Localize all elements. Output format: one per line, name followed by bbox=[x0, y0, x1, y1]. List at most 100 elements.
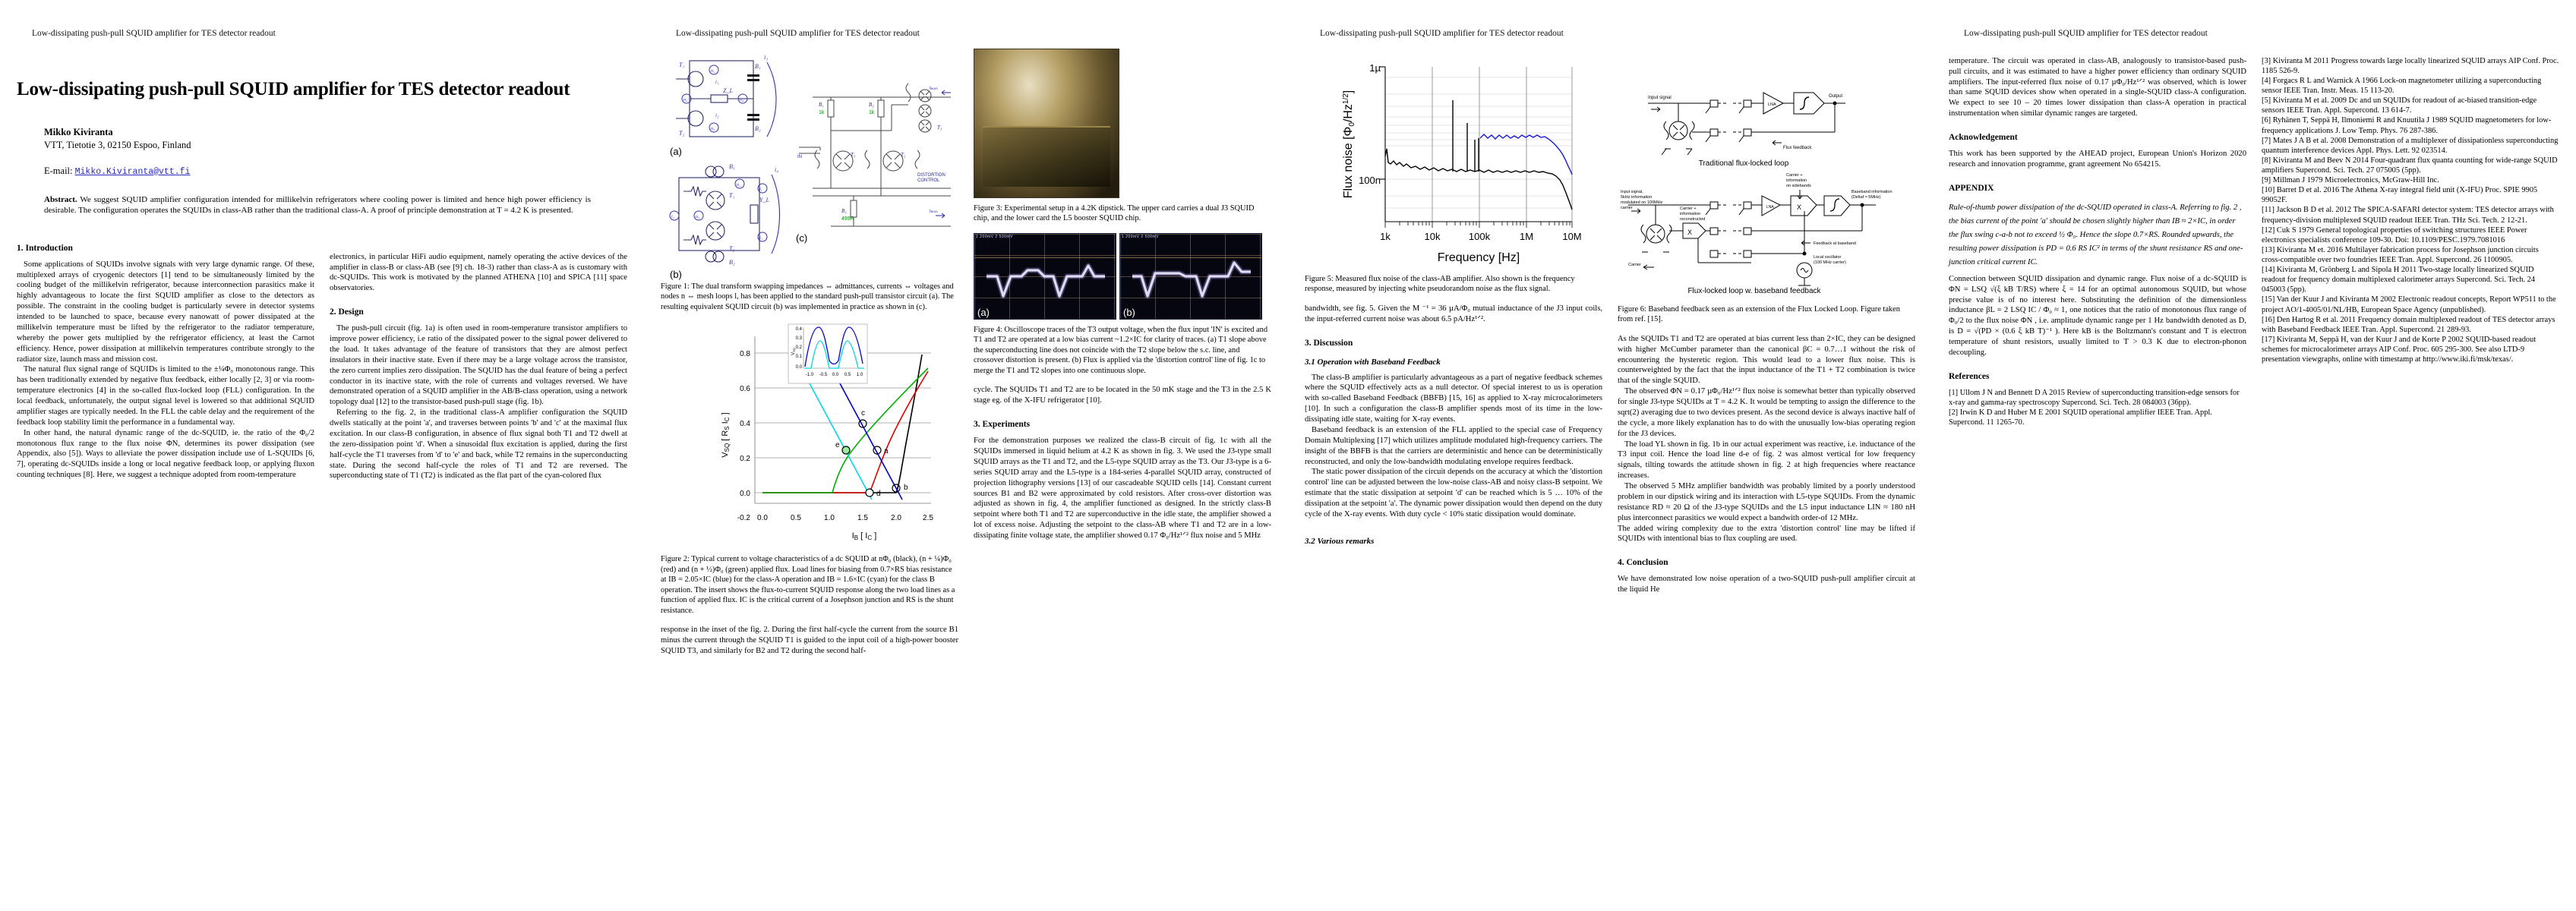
scope-midline bbox=[974, 257, 1116, 259]
svg-text:e: e bbox=[835, 441, 840, 449]
reference-item: [7] Mates J A B et al. 2008 Demonstratio… bbox=[2262, 136, 2559, 155]
svg-text:-0.5: -0.5 bbox=[819, 373, 828, 377]
svg-text:0.4: 0.4 bbox=[796, 327, 803, 332]
section-heading-references: References bbox=[1949, 371, 1990, 381]
svg-text:0.8: 0.8 bbox=[740, 350, 750, 358]
figure-5-caption: Figure 5: Measured flux noise of the cla… bbox=[1305, 274, 1575, 294]
paragraph: The observed 5 MHz amplifier bandwidth w… bbox=[1618, 482, 1915, 522]
figure-5-xtick-1M: 1M bbox=[1520, 231, 1533, 242]
running-head: Low-dissipating push-pull SQUID amplifie… bbox=[1964, 29, 2208, 38]
svg-text:-1.0: -1.0 bbox=[806, 373, 814, 377]
reference-item: [1] Ullom J N and Bennett D A 2015 Revie… bbox=[1949, 388, 2240, 407]
point-a bbox=[873, 446, 882, 455]
paragraph: bandwidth, see fig. 5. Given the M ⁻¹ = … bbox=[1305, 304, 1602, 323]
svg-text:(Deltaf ≈ 5MHz): (Deltaf ≈ 5MHz) bbox=[1852, 195, 1881, 200]
point-e bbox=[841, 446, 851, 455]
fig6-mixer-label: X bbox=[1797, 203, 1801, 211]
fig6-top-title: Traditional flux-locked loop bbox=[1699, 159, 1789, 168]
fig1c-b2-label: B₂ bbox=[869, 102, 874, 108]
svg-text:CONTROL: CONTROL bbox=[917, 178, 940, 183]
paragraph: The push-pull circuit (fig. 1a) is often… bbox=[330, 324, 627, 407]
iv-curve-black bbox=[762, 355, 923, 494]
svg-text:T₂: T₂ bbox=[729, 245, 734, 252]
fig6-input-modulated-label: Input signal, bbox=[1621, 190, 1643, 194]
svg-text:-0.2: -0.2 bbox=[737, 514, 751, 522]
author-block: Mikko Kiviranta VTT, Tietotie 3, 02150 E… bbox=[44, 126, 627, 178]
fig6-output-label: Output bbox=[1829, 94, 1842, 99]
figure-1a-schematic: T₁ T₂ B₁ B₂ Z_L i₃ n₁ n₃ n₂ n₄ bbox=[676, 54, 777, 137]
scope-waveform-a bbox=[987, 263, 1105, 299]
figure-1c-schematic: B₁ B₂ B₃ T₁ T₂ T₃ 1k 1k 499R bbox=[797, 83, 951, 227]
figure-5-ytick-1u: 1µ bbox=[1369, 62, 1381, 74]
section-heading-discussion: 3. Discussion bbox=[1305, 338, 1353, 348]
svg-text:B₁: B₁ bbox=[729, 163, 735, 170]
figure-5-xtick-100k: 100k bbox=[1469, 231, 1491, 242]
section-heading-acknowledgement: Acknowledgement bbox=[1949, 133, 2018, 143]
reference-item: [6] Ryhänen T, Seppä H, Ilmoniemi R and … bbox=[2262, 116, 2552, 135]
page4-col-left: temperature. The circuit was operated in… bbox=[1949, 56, 2246, 427]
fig6-mixer-label-2: X bbox=[1687, 229, 1692, 236]
figure-5-xlabel: Frequency [Hz] bbox=[1438, 251, 1520, 264]
paragraph: As the SQUIDs T1 and T2 are operated at … bbox=[1618, 334, 1915, 386]
scope-trace-a: 1 200mV 2 500mV (a) bbox=[974, 232, 1116, 320]
svg-text:i₃: i₃ bbox=[759, 236, 762, 241]
paragraph: response in the inset of the fig. 2. Dur… bbox=[661, 626, 958, 656]
svg-text:0.0: 0.0 bbox=[832, 373, 839, 377]
scope-header-b: 1 200mV 2 500mV bbox=[1122, 234, 1159, 239]
page-title: Low-dissipating push-pull SQUID amplifie… bbox=[17, 78, 570, 99]
svg-text:i₃: i₃ bbox=[764, 54, 768, 61]
svg-text:IBIAS: IBIAS bbox=[930, 87, 938, 91]
svg-text:T₂: T₂ bbox=[901, 152, 906, 158]
figure-3-caption: Figure 3: Experimental setup in a 4.2K d… bbox=[974, 203, 1255, 223]
reference-item: [13] Kiviranta M et. 2016 Multilayer fab… bbox=[2262, 245, 2539, 264]
paragraph: cycle. The SQUIDs T1 and T2 are to be lo… bbox=[974, 386, 1271, 405]
inset-curve-cyan bbox=[805, 340, 864, 369]
fig1c-r1-value: 1k bbox=[819, 110, 825, 115]
svg-text:information: information bbox=[1786, 178, 1807, 183]
reference-item: [5] Kiviranta M et al. 2009 Dc and un SQ… bbox=[2262, 96, 2537, 115]
scope-midline bbox=[1120, 257, 1261, 259]
noise-trace-black bbox=[1384, 148, 1573, 210]
svg-text:0.6: 0.6 bbox=[740, 385, 750, 393]
reference-item: [2] Irwin K D and Huber M E 2001 SQUID o… bbox=[1949, 408, 2212, 427]
svg-text:0.5: 0.5 bbox=[791, 514, 801, 522]
figure-1a-label: (a) bbox=[670, 145, 682, 157]
paragraph: The added wiring complexity due to the e… bbox=[1618, 524, 1915, 544]
figure-2-svg: 0.8 0.6 0.4 0.2 0.0 -0.2 0.0 0.5 bbox=[721, 324, 933, 541]
page1-col-right: electronics, in particular HiFi audio eq… bbox=[330, 230, 627, 482]
author-name: Mikko Kiviranta bbox=[44, 126, 113, 137]
reference-item: [11] Jackson B D et al. 2012 The SPICA-S… bbox=[2262, 206, 2554, 225]
fig6-carrier-recon-label: Carrier + bbox=[1680, 206, 1697, 211]
svg-text:modulated on 100MHz: modulated on 100MHz bbox=[1621, 200, 1663, 205]
page-3: Low-dissipating push-pull SQUID amplifie… bbox=[1288, 0, 1932, 911]
section-heading-appendix: APPENDIX bbox=[1949, 183, 1994, 193]
paragraph: The load YL shown in fig. 1b in our actu… bbox=[1618, 440, 1915, 481]
svg-text:B₂: B₂ bbox=[729, 259, 735, 266]
svg-text:reconstructed: reconstructed bbox=[1680, 217, 1705, 222]
subsection-heading-baseband: 3.1 Operation with Baseband Feedback bbox=[1305, 357, 1441, 367]
point-d bbox=[865, 488, 874, 497]
figure-2-xlabel: IB [ IC ] bbox=[852, 531, 877, 541]
figure-1c-label: (c) bbox=[796, 232, 808, 244]
reference-list-left: [1] Ullom J N and Bennett D A 2015 Revie… bbox=[1949, 388, 2246, 427]
scope-waveform-b bbox=[1132, 260, 1251, 299]
svg-text:i₁: i₁ bbox=[715, 79, 718, 85]
email-link[interactable]: Mikko.Kiviranta@vtt.fi bbox=[74, 166, 191, 177]
svg-text:i₁: i₁ bbox=[759, 188, 762, 192]
reference-item: [15] Van der Kuur J and Kiviranta M 2002… bbox=[2262, 295, 2556, 314]
section-heading-conclusion: 4. Conclusion bbox=[1618, 558, 1668, 568]
inset-curve-blue bbox=[804, 326, 863, 367]
figure-2-chart: 0.8 0.6 0.4 0.2 0.0 -0.2 0.0 0.5 bbox=[661, 321, 958, 549]
paragraph: The static power dissipation of the circ… bbox=[1305, 468, 1602, 519]
svg-text:IBIAS: IBIAS bbox=[930, 210, 938, 214]
paragraph: The natural flux signal range of SQUIDs … bbox=[17, 365, 314, 427]
svg-text:i₄: i₄ bbox=[775, 166, 778, 173]
svg-text:T₃: T₃ bbox=[937, 125, 942, 131]
svg-text:VSQ: VSQ bbox=[791, 348, 796, 355]
reference-item: [10] Barret D et al. 2016 The Athena X-r… bbox=[2262, 186, 2538, 205]
reference-item: [9] Millman J 1979 Microelectronics, McG… bbox=[2262, 176, 2439, 185]
fig6-local-oscillator-label: Local oscillator bbox=[1814, 255, 1842, 260]
svg-text:T₁: T₁ bbox=[679, 61, 684, 68]
svg-text:1.5: 1.5 bbox=[857, 514, 868, 522]
